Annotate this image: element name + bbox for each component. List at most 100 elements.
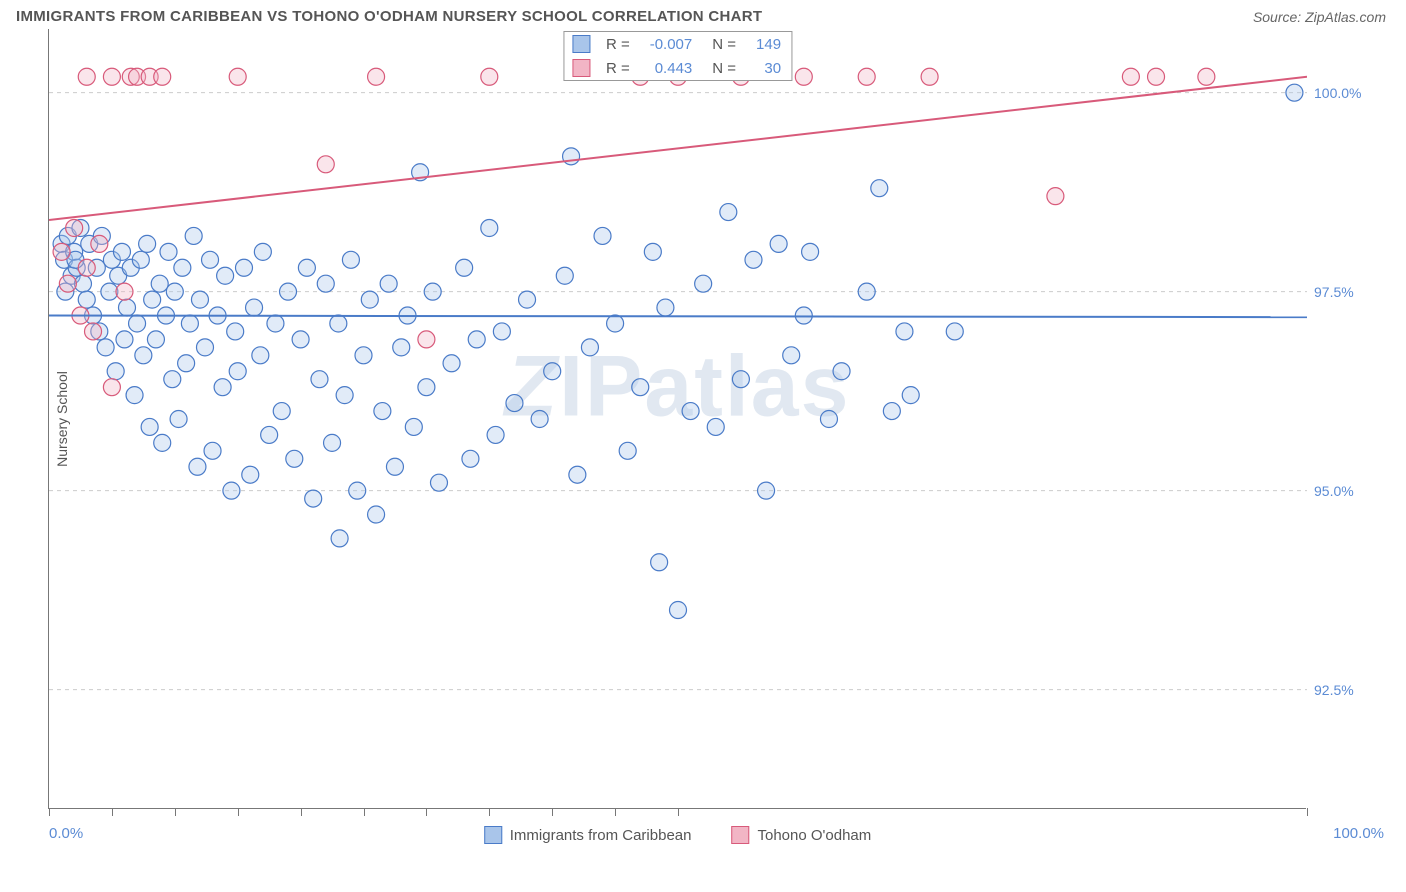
data-point: [1047, 188, 1064, 205]
data-point: [380, 275, 397, 292]
x-tick: [364, 808, 365, 816]
data-point: [330, 315, 347, 332]
x-axis-min-label: 0.0%: [49, 825, 83, 842]
bottom-legend-item-1: Immigrants from Caribbean: [484, 826, 692, 844]
data-point: [670, 602, 687, 619]
data-point: [368, 68, 385, 85]
r-value-1: -0.007: [640, 32, 703, 56]
data-point: [129, 315, 146, 332]
data-point: [619, 442, 636, 459]
data-point: [113, 243, 130, 260]
data-point: [607, 315, 624, 332]
data-point: [820, 411, 837, 428]
r-label: R =: [596, 56, 640, 80]
data-point: [78, 259, 95, 276]
x-tick: [112, 808, 113, 816]
data-point: [795, 68, 812, 85]
data-point: [644, 243, 661, 260]
data-point: [91, 235, 108, 252]
data-point: [97, 339, 114, 356]
n-label: N =: [702, 32, 746, 56]
data-point: [227, 323, 244, 340]
data-point: [569, 466, 586, 483]
plot-wrap: Nursery School ZIPatlas R = -0.007 N = 1…: [48, 29, 1386, 809]
data-point: [252, 347, 269, 364]
bottom-legend-item-2: Tohono O'odham: [731, 826, 871, 844]
data-point: [154, 434, 171, 451]
plot-area: ZIPatlas R = -0.007 N = 149 R = 0.443 N …: [48, 29, 1306, 809]
data-point: [160, 243, 177, 260]
data-point: [135, 347, 152, 364]
data-point: [802, 243, 819, 260]
data-point: [720, 204, 737, 221]
data-point: [59, 275, 76, 292]
data-point: [191, 291, 208, 308]
data-point: [1286, 84, 1303, 101]
data-point: [174, 259, 191, 276]
series-2-name: Tohono O'odham: [757, 827, 871, 844]
data-point: [732, 371, 749, 388]
data-point: [707, 418, 724, 435]
data-point: [66, 219, 83, 236]
bottom-swatch-1: [484, 826, 502, 844]
legend-swatch-1: [572, 35, 590, 53]
data-point: [871, 180, 888, 197]
data-point: [214, 379, 231, 396]
x-tick: [238, 808, 239, 816]
data-point: [273, 403, 290, 420]
data-point: [144, 291, 161, 308]
data-point: [74, 275, 91, 292]
data-point: [53, 243, 70, 260]
data-point: [487, 426, 504, 443]
data-point: [368, 506, 385, 523]
legend-swatch-2: [572, 59, 590, 77]
data-point: [1148, 68, 1165, 85]
data-point: [355, 347, 372, 364]
data-point: [116, 283, 133, 300]
legend-row-series-2: R = 0.443 N = 30: [564, 56, 791, 80]
x-tick: [175, 808, 176, 816]
data-point: [286, 450, 303, 467]
data-point: [468, 331, 485, 348]
series-1-name: Immigrants from Caribbean: [510, 827, 692, 844]
data-point: [336, 387, 353, 404]
data-point: [770, 235, 787, 252]
correlation-legend: R = -0.007 N = 149 R = 0.443 N = 30: [563, 31, 792, 81]
data-point: [147, 331, 164, 348]
data-point: [418, 331, 435, 348]
data-point: [896, 323, 913, 340]
data-point: [544, 363, 561, 380]
data-point: [254, 243, 271, 260]
data-point: [632, 379, 649, 396]
data-point: [1122, 68, 1139, 85]
data-point: [101, 283, 118, 300]
trend-line: [49, 316, 1307, 318]
x-tick: [615, 808, 616, 816]
n-value-2: 30: [746, 56, 791, 80]
r-label: R =: [596, 32, 640, 56]
data-point: [374, 403, 391, 420]
y-tick-label: 97.5%: [1314, 284, 1384, 300]
data-point: [563, 148, 580, 165]
data-point: [331, 530, 348, 547]
y-tick-label: 95.0%: [1314, 483, 1384, 499]
x-tick: [678, 808, 679, 816]
data-point: [858, 283, 875, 300]
data-point: [361, 291, 378, 308]
data-point: [116, 331, 133, 348]
data-point: [833, 363, 850, 380]
data-point: [178, 355, 195, 372]
data-point: [946, 323, 963, 340]
n-label: N =: [702, 56, 746, 80]
x-tick: [49, 808, 50, 816]
data-point: [185, 227, 202, 244]
data-point: [141, 418, 158, 435]
data-point: [235, 259, 252, 276]
x-tick: [301, 808, 302, 816]
r-value-2: 0.443: [640, 56, 703, 80]
source-credit: Source: ZipAtlas.com: [1253, 9, 1386, 25]
data-point: [78, 68, 95, 85]
data-point: [519, 291, 536, 308]
data-point: [107, 363, 124, 380]
x-axis-max-label: 100.0%: [1333, 825, 1384, 842]
